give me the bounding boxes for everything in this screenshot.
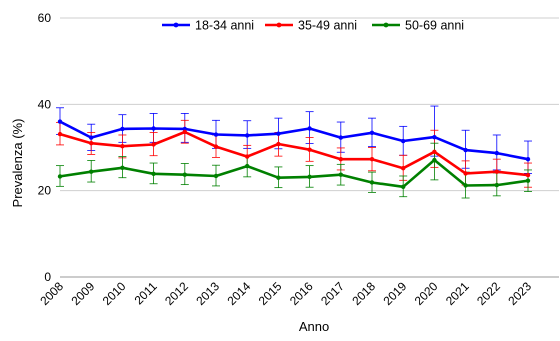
y-tick-label: 20 — [38, 184, 52, 198]
data-point — [213, 132, 219, 137]
data-point — [307, 147, 312, 152]
series-line — [59, 158, 529, 189]
error-bars — [56, 105, 532, 199]
data-point — [307, 174, 312, 180]
legend-item: 50-69 anni — [372, 19, 464, 33]
legend-item: 18-34 anni — [162, 19, 254, 33]
data-point — [369, 156, 375, 162]
data-point — [182, 129, 187, 135]
x-tick-label: 2018 — [349, 279, 378, 308]
legend-swatch-marker — [276, 22, 282, 28]
data-point — [401, 184, 406, 189]
x-tick-label: 2009 — [69, 279, 98, 308]
data-point — [463, 171, 468, 176]
data-point — [432, 149, 437, 155]
x-tick-label: 2016 — [287, 279, 316, 308]
x-tick-label: 2015 — [256, 279, 285, 308]
data-point — [120, 165, 125, 170]
data-point — [463, 147, 468, 153]
data-point — [369, 130, 375, 136]
data-point — [57, 131, 63, 137]
x-tick-label: 2011 — [132, 279, 160, 307]
legend-label: 50-69 anni — [405, 19, 464, 33]
data-point — [120, 126, 125, 132]
y-tick-label: 60 — [38, 11, 52, 25]
data-point — [182, 172, 187, 177]
x-tick-label: 2020 — [412, 279, 441, 308]
data-point — [525, 156, 531, 162]
data-point — [525, 178, 531, 183]
data-point — [338, 135, 343, 140]
data-point — [338, 156, 343, 162]
data-point — [307, 126, 312, 131]
y-tick-label: 0 — [44, 270, 51, 284]
legend: 18-34 anni 35-49 anni 50-69 anni — [162, 19, 464, 33]
x-tick-label: 2019 — [381, 279, 410, 308]
data-point — [494, 182, 499, 188]
data-point — [57, 119, 63, 124]
data-point — [494, 169, 499, 174]
data-point — [494, 150, 499, 156]
series-line — [59, 120, 529, 161]
data-point — [245, 163, 250, 169]
data-point — [89, 140, 94, 146]
data-point — [245, 133, 250, 138]
data-point — [338, 172, 343, 177]
data-point — [276, 141, 281, 147]
grid-lines — [60, 17, 559, 278]
data-point — [213, 144, 219, 149]
x-tick-label: 2008 — [37, 279, 66, 308]
legend-label: 35-49 anni — [298, 19, 357, 33]
legend-item: 35-49 anni — [265, 19, 357, 33]
data-point — [401, 166, 406, 171]
legend-label: 18-34 anni — [195, 19, 254, 33]
data-point — [151, 126, 156, 131]
data-point — [276, 175, 281, 180]
data-point — [369, 180, 375, 185]
data-point — [245, 154, 250, 159]
x-tick-label: 2017 — [318, 279, 347, 308]
series-line — [59, 130, 529, 177]
data-point — [525, 172, 531, 178]
legend-swatch-marker — [173, 22, 179, 28]
data-point — [276, 131, 281, 136]
x-tick-label: 2014 — [225, 279, 254, 308]
errorbars-18-34 anni — [56, 105, 532, 174]
data-point — [213, 173, 219, 179]
data-point — [463, 183, 468, 188]
data-point — [432, 134, 437, 140]
series-lines — [57, 119, 531, 189]
data-point — [120, 144, 125, 149]
y-tick-labels: 0 20 40 60 — [38, 11, 52, 284]
data-point — [401, 138, 406, 144]
y-axis-title: Prevalenza (%) — [10, 119, 25, 208]
x-tick-label: 2022 — [474, 279, 503, 308]
x-tick-label: 2013 — [193, 279, 222, 308]
data-point — [57, 174, 63, 179]
x-tick-label: 2021 — [443, 279, 472, 308]
data-point — [89, 169, 94, 174]
x-tick-labels: 2008 2009 2010 2011 2012 2013 2014 2015 2016 2017… — [37, 279, 534, 308]
x-axis-title: Anno — [299, 319, 329, 334]
x-tick-label: 2010 — [100, 279, 129, 308]
data-point — [151, 142, 156, 147]
x-tick-label: 2012 — [162, 279, 191, 308]
legend-swatch-marker — [383, 22, 389, 28]
data-point — [432, 157, 437, 163]
y-tick-label: 40 — [38, 97, 52, 111]
x-tick-label: 2023 — [505, 279, 534, 308]
data-point — [182, 126, 187, 132]
data-point — [151, 171, 156, 177]
data-point — [89, 135, 94, 140]
